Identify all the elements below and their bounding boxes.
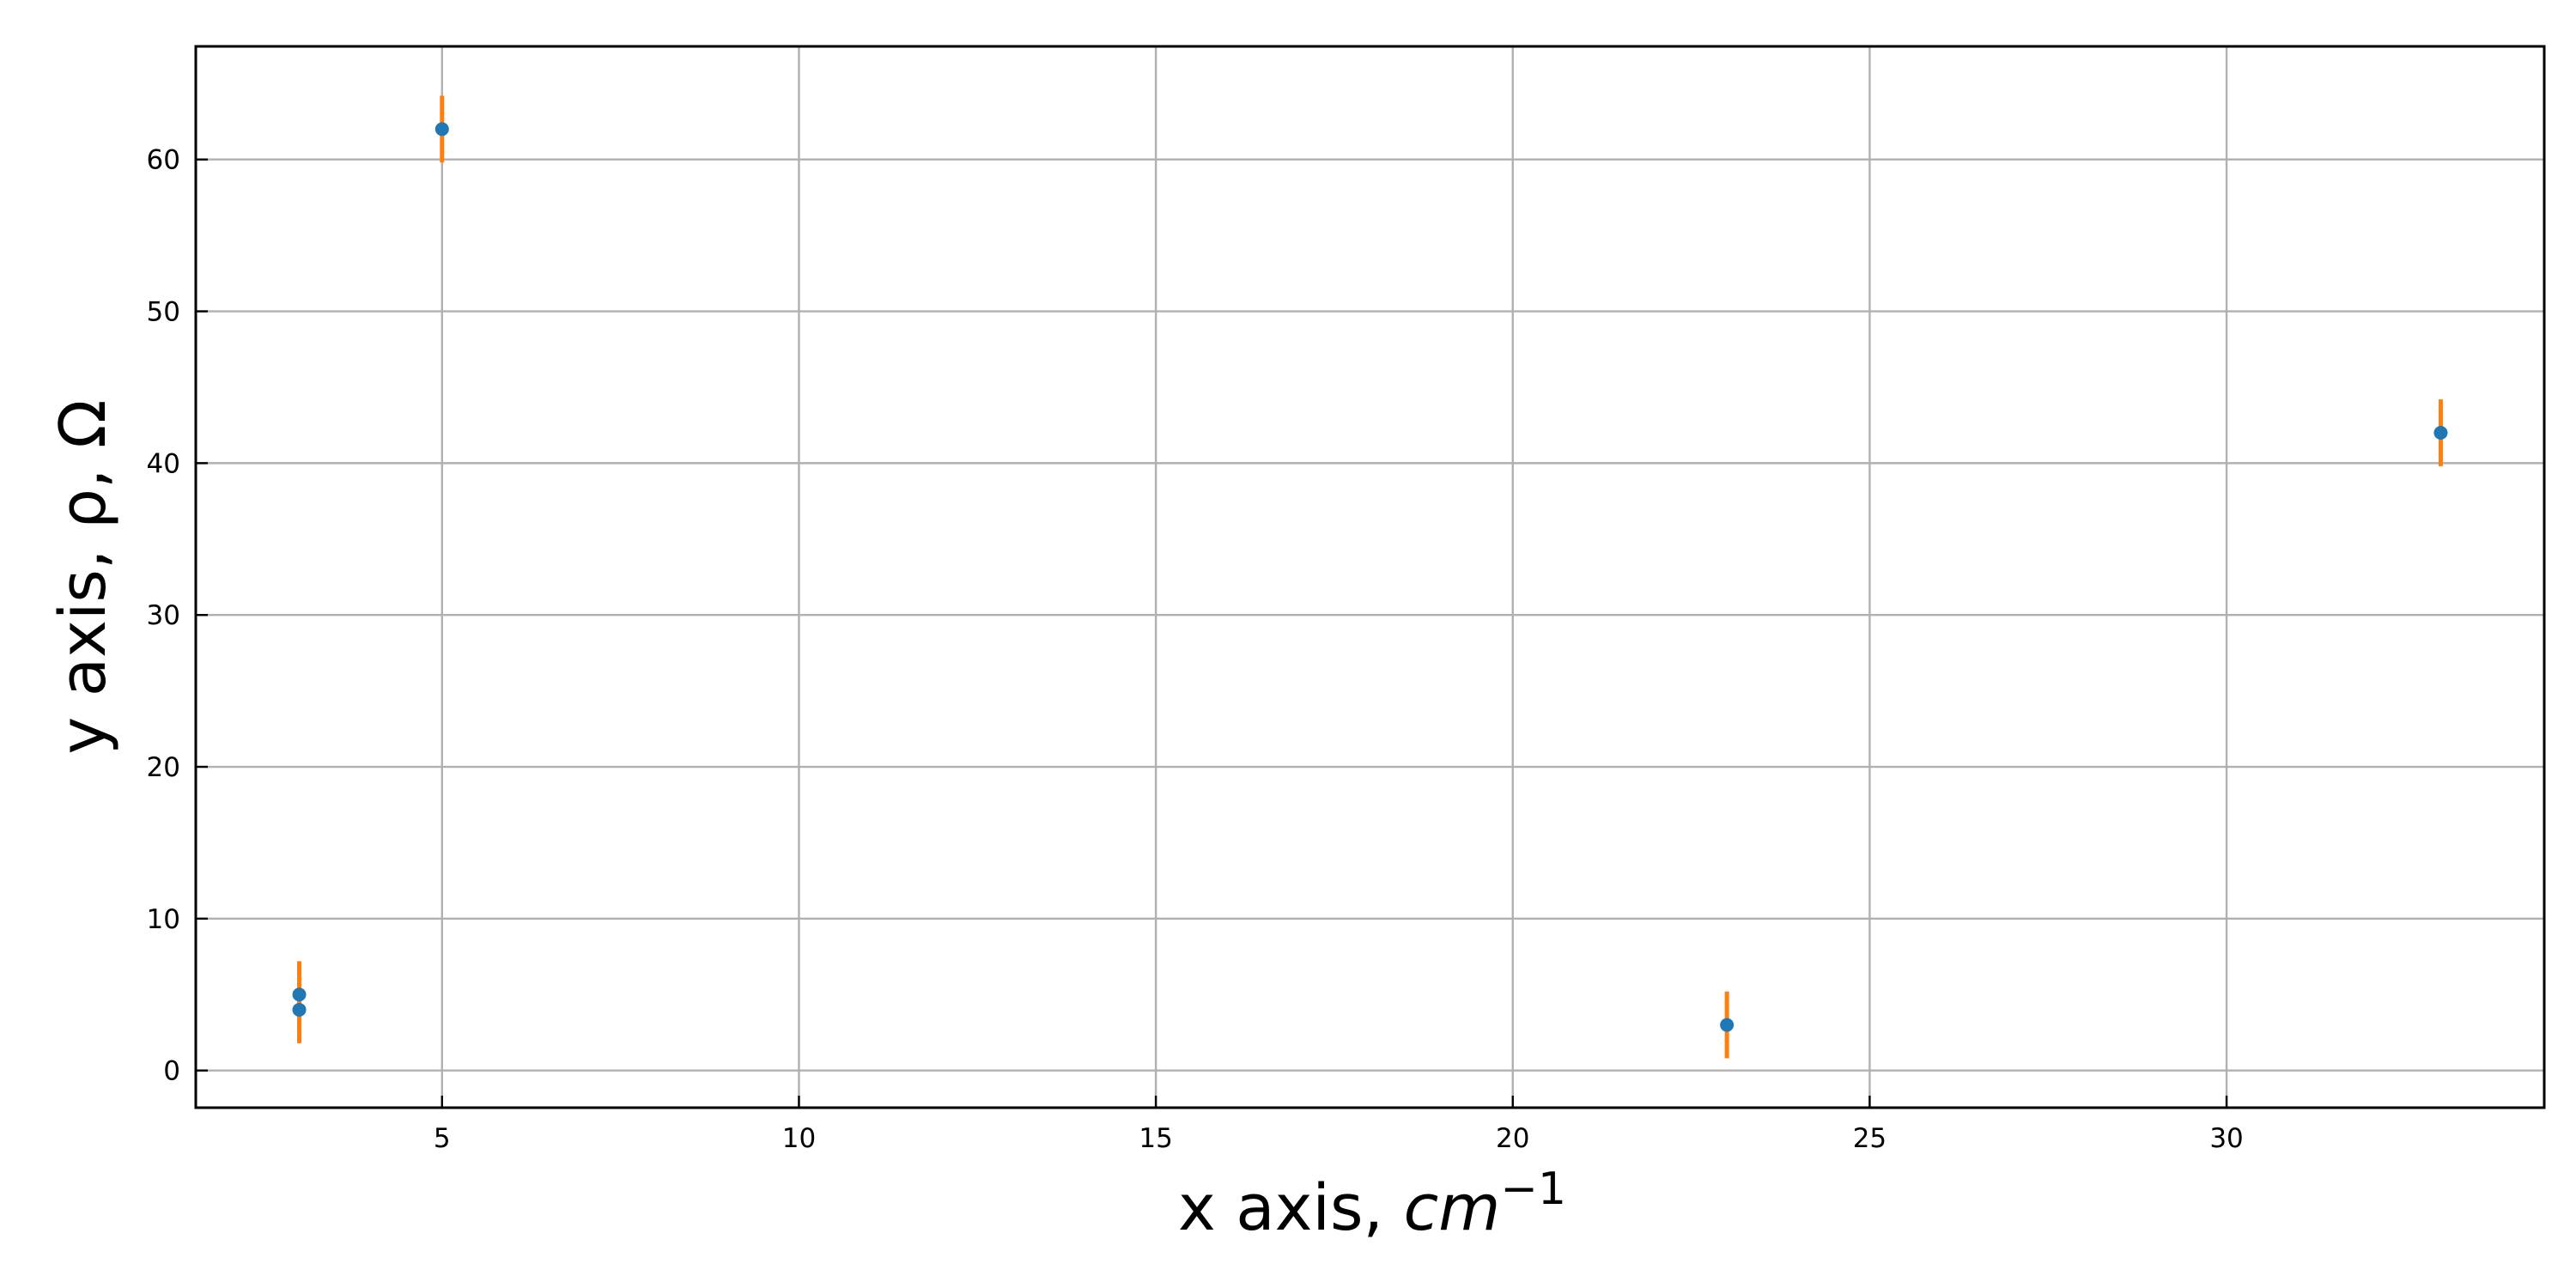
- data-point: [1720, 1018, 1735, 1032]
- data-points: [292, 122, 2448, 1032]
- x-axis-label-unit: cm: [1404, 1171, 1501, 1245]
- y-tick-label: 10: [147, 904, 180, 935]
- y-tick-label: 30: [147, 600, 180, 631]
- y-tick-label: 40: [147, 448, 180, 479]
- y-tick-label: 60: [147, 145, 180, 176]
- x-axis-label-text: x axis,: [1178, 1171, 1404, 1245]
- x-axis-label-exponent: −1: [1500, 1163, 1566, 1215]
- x-axis-label: x axis, cm−1: [1178, 1163, 1566, 1245]
- x-tick-label: 30: [2209, 1123, 2243, 1154]
- data-point: [2433, 426, 2448, 440]
- x-tick-label: 5: [434, 1123, 451, 1154]
- x-tick-label: 10: [782, 1123, 816, 1154]
- y-tick-label: 50: [147, 297, 180, 328]
- plot-frame: [194, 45, 2546, 1109]
- x-tick-label: 20: [1496, 1123, 1529, 1154]
- grid: [196, 46, 2544, 1108]
- data-point: [292, 987, 307, 1002]
- x-ticks: 5 10 15 20 25 30: [434, 1096, 2244, 1154]
- y-tick-label: 0: [163, 1056, 180, 1087]
- y-axis-label: y axis, ρ, Ω: [46, 399, 120, 754]
- data-point: [434, 122, 449, 137]
- y-ticks: 0 10 20 30 40 50 60: [147, 145, 208, 1087]
- x-tick-label: 15: [1139, 1123, 1172, 1154]
- x-tick-label: 25: [1853, 1123, 1886, 1154]
- y-tick-label: 20: [147, 752, 180, 783]
- data-point: [292, 1002, 307, 1017]
